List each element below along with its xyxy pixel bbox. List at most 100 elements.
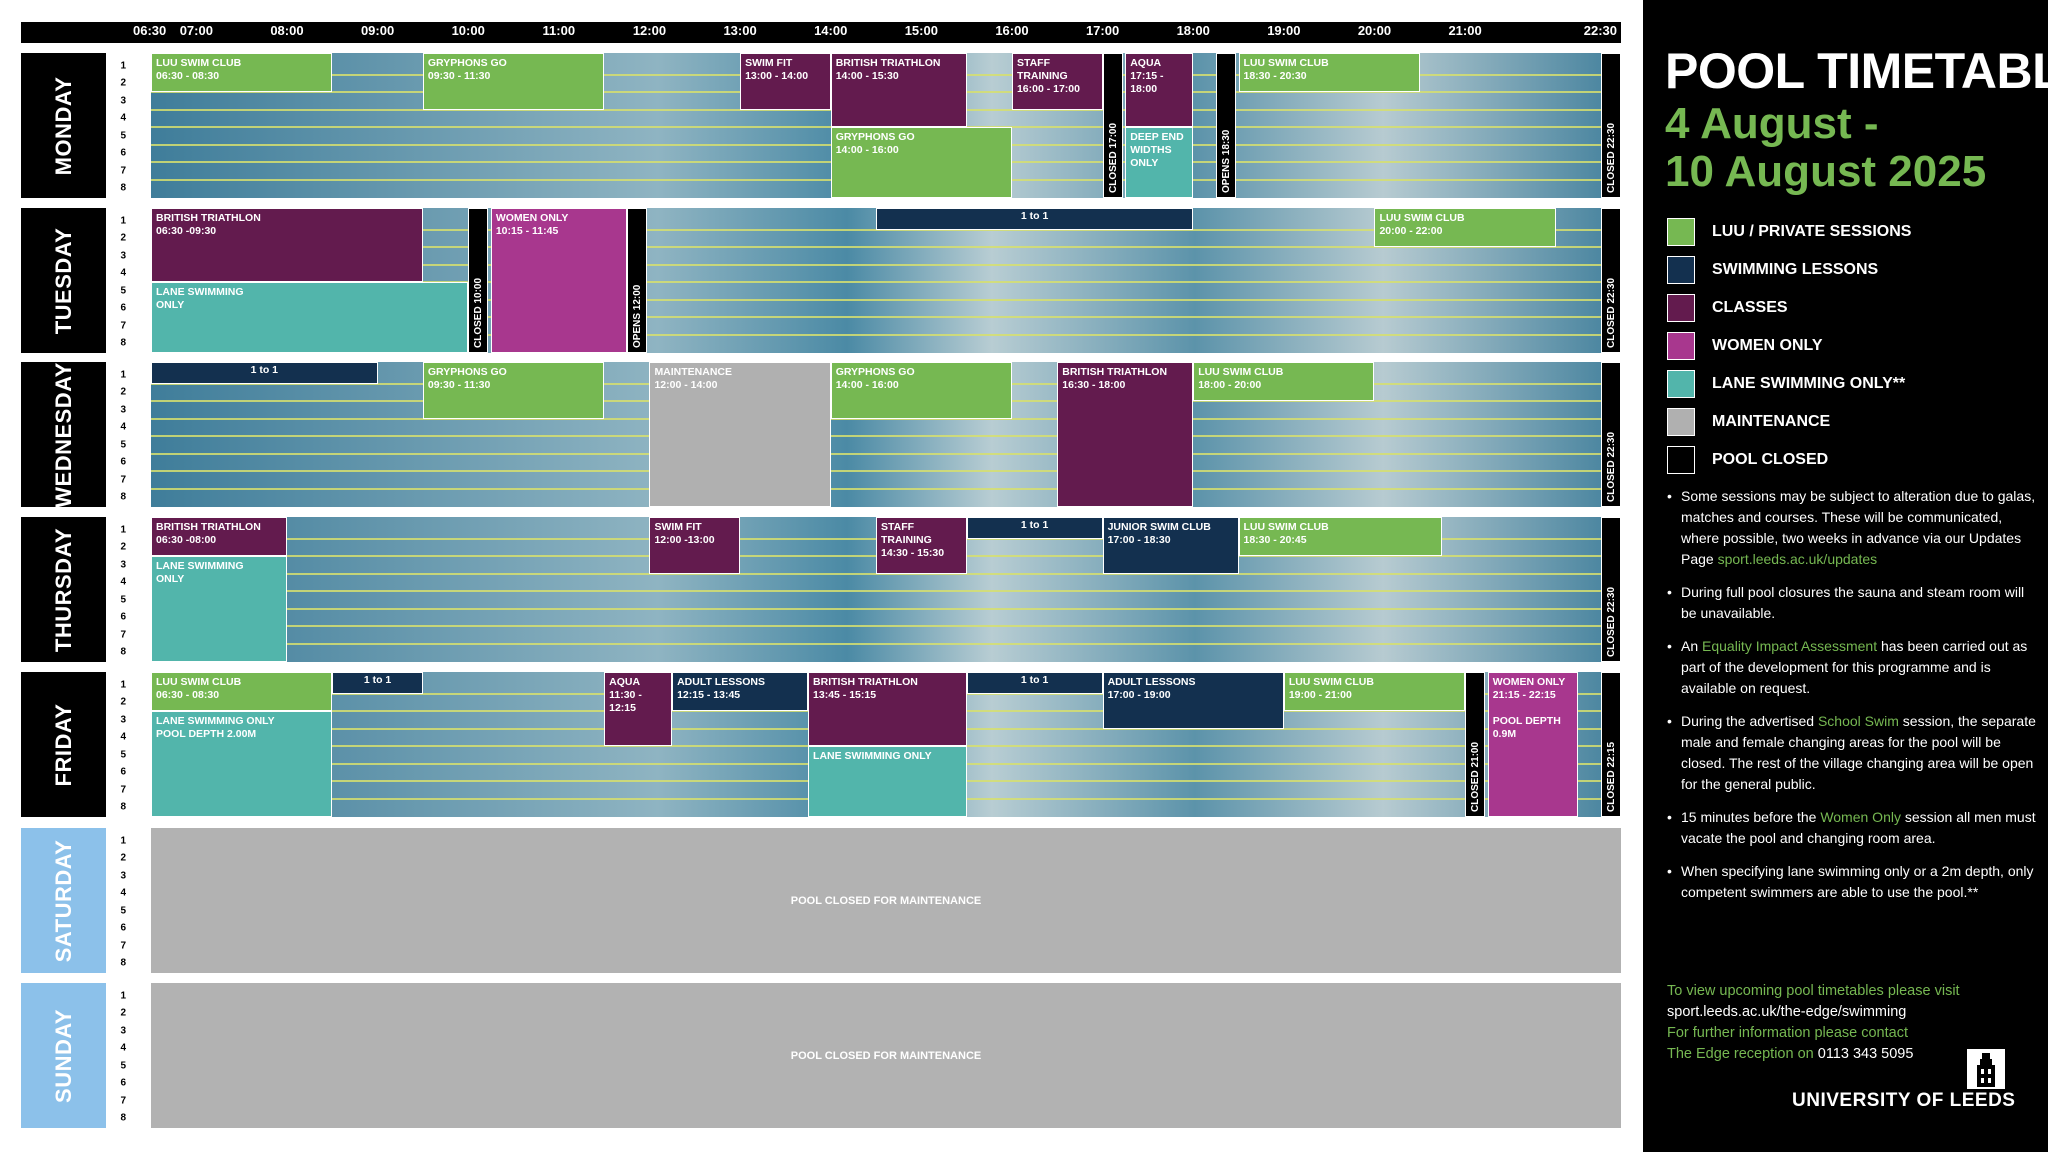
time-tick: 08:00 <box>270 23 304 38</box>
lane-numbers: 1 2 3 4 5 6 7 8 <box>106 517 151 662</box>
lane-number: 4 <box>120 576 126 588</box>
women-only-link[interactable]: Women Only <box>1820 809 1901 825</box>
lane-number: 8 <box>120 182 126 194</box>
session-label: GRYPHONS GO 09:30 - 11:30 <box>427 57 507 82</box>
time-tick: 21:00 <box>1448 23 1482 38</box>
session-block: WOMEN ONLY 21:15 - 22:15 POOL DEPTH 0.9M <box>1487 672 1579 817</box>
lane-number: 5 <box>120 749 126 761</box>
time-tick: 09:00 <box>360 23 395 38</box>
session-block: AQUA 11:30 - 12:15 <box>604 672 673 746</box>
lane-number: 6 <box>120 922 126 934</box>
session-block: SWIM FIT 12:00 -13:00 <box>649 517 741 574</box>
lane-number: 3 <box>120 870 126 882</box>
session-label: 1 to 1 <box>1020 674 1049 686</box>
school-swim-link[interactable]: School Swim <box>1817 713 1899 729</box>
session-label: STAFF TRAINING 14:30 - 15:30 <box>881 521 945 559</box>
lane-rope <box>151 487 1601 490</box>
lane-number: 8 <box>120 1112 126 1124</box>
time-tick: 07:00 <box>179 23 213 38</box>
lane-number: 6 <box>120 302 126 314</box>
legend-label: LANE SWIMMING ONLY** <box>1712 375 1906 392</box>
time-tick: 19:00 <box>1267 23 1301 38</box>
session-block: LUU SWIM CLUB 06:30 - 08:30 <box>151 672 333 711</box>
session-label: LANE SWIMMING ONLY <box>156 286 244 311</box>
session-label: STAFF TRAINING 16:00 - 17:00 <box>1016 57 1080 95</box>
session-label: 1 to 1 <box>1020 519 1049 531</box>
date-line-2: 10 August 2025 <box>1665 147 1987 196</box>
time-tick: 17:00 <box>1085 23 1120 38</box>
lane-number: 3 <box>120 250 126 262</box>
note-women-only: 15 minutes before the Women Only session… <box>1667 807 2037 849</box>
lane-numbers: 1 2 3 4 5 6 7 8 <box>106 208 151 353</box>
session-label: BRITISH TRIATHLON 16:30 - 18:00 <box>1062 366 1168 391</box>
legend-label: WOMEN ONLY <box>1712 337 1823 354</box>
lane-number: 8 <box>120 491 126 503</box>
time-tick: 20:00 <box>1357 23 1392 38</box>
lane-number: 5 <box>120 905 126 917</box>
session-block: DEEP END WIDTHS ONLY <box>1125 127 1194 198</box>
lane-number: 5 <box>120 439 126 451</box>
session-label: LUU SWIM CLUB 18:30 - 20:45 <box>1243 521 1329 546</box>
closure-bar: CLOSED 17:00 <box>1102 53 1123 198</box>
equality-link[interactable]: Equality Impact Assessment <box>1702 638 1878 654</box>
session-block: 1 to 1 <box>332 672 423 694</box>
session-label: ADULT LESSONS 17:00 - 19:00 <box>1107 676 1196 701</box>
legend-swatch <box>1667 332 1695 360</box>
session-label: JUNIOR SWIM CLUB 17:00 - 18:30 <box>1107 521 1211 546</box>
lane-rope <box>151 281 1601 283</box>
lane-rope <box>151 333 1601 336</box>
lane-rope <box>151 246 1601 248</box>
time-tick: 22:30 <box>1583 23 1617 38</box>
lane-rope <box>151 263 1601 266</box>
session-label: LUU SWIM CLUB 19:00 - 21:00 <box>1288 676 1374 701</box>
info-panel: POOL TIMETABLE 4 August - 10 August 2025… <box>1643 0 2048 1152</box>
lane-number: 4 <box>120 112 126 124</box>
timetables-link[interactable]: sport.leeds.ac.uk/the-edge/swimming <box>1667 1004 1907 1020</box>
session-block: ADULT LESSONS 17:00 - 19:00 <box>1102 672 1284 729</box>
session-block: GRYPHONS GO 09:30 - 11:30 <box>422 53 605 110</box>
session-label: LUU SWIM CLUB 06:30 - 08:30 <box>156 676 242 701</box>
session-label: BRITISH TRIATHLON 13:45 - 15:15 <box>813 676 918 701</box>
day-label-tuesday: TUESDAY <box>21 208 106 353</box>
date-range: 4 August - 10 August 2025 <box>1665 100 1986 196</box>
lane-rope <box>151 316 1601 318</box>
session-block: BRITISH TRIATHLON 16:30 - 18:00 <box>1057 362 1194 507</box>
session-block: MAINTENANCE 12:00 - 14:00 <box>649 362 831 507</box>
session-block: BRITISH TRIATHLON 06:30 -09:30 <box>151 208 423 282</box>
session-block: BRITISH TRIATHLON 06:30 -08:00 <box>151 517 287 556</box>
phone-number: 0113 343 5095 <box>1817 1046 1914 1062</box>
closure-bar: CLOSED 22:30 <box>1601 53 1621 198</box>
lane-number: 1 <box>120 679 126 691</box>
lane-number: 5 <box>120 1060 126 1072</box>
lane-number: 2 <box>120 696 126 708</box>
closure-bar: OPENS 12:00 <box>626 208 647 353</box>
lane-rope <box>151 470 1601 472</box>
lane-number: 2 <box>120 852 126 864</box>
lane-numbers: 1 2 3 4 5 6 7 8 <box>106 53 151 198</box>
session-block: SWIM FIT 13:00 - 14:00 <box>740 53 831 110</box>
day-label-friday: FRIDAY <box>21 672 106 817</box>
updates-link[interactable]: sport.leeds.ac.uk/updates <box>1717 551 1878 567</box>
session-label: WOMEN ONLY 21:15 - 22:15 POOL DEPTH 0.9M <box>1492 676 1566 740</box>
session-label: 1 to 1 <box>1020 210 1049 222</box>
session-label: LANE SWIMMING ONLY <box>813 750 932 762</box>
closure-bar: OPENS 18:30 <box>1215 53 1236 198</box>
session-block: LUU SWIM CLUB 18:30 - 20:30 <box>1238 53 1420 92</box>
session-label: WOMEN ONLY 10:15 - 11:45 <box>495 212 569 237</box>
session-block: 1 to 1 <box>151 362 378 384</box>
session-block: LUU SWIM CLUB 20:00 - 22:00 <box>1374 208 1556 247</box>
lane-number: 6 <box>120 766 126 778</box>
legend-swatch <box>1667 256 1695 284</box>
session-label: LUU SWIM CLUB 06:30 - 08:30 <box>156 57 242 82</box>
lane-rope <box>151 417 1601 420</box>
session-block: GRYPHONS GO 09:30 - 11:30 <box>422 362 605 419</box>
lane-rope <box>151 452 1601 455</box>
legend-swatch <box>1667 218 1695 246</box>
footer: To view upcoming pool timetables please … <box>1667 983 1960 1062</box>
pool-closed-block: POOL CLOSED FOR MAINTENANCE <box>151 828 1621 973</box>
day-label-saturday: SATURDAY <box>21 828 106 973</box>
lane-number: 7 <box>120 784 126 796</box>
lane-number: 3 <box>120 95 126 107</box>
session-label: LANE SWIMMING ONLY POOL DEPTH 2.00M <box>156 715 275 740</box>
legend-label: SWIMMING LESSONS <box>1712 261 1879 278</box>
